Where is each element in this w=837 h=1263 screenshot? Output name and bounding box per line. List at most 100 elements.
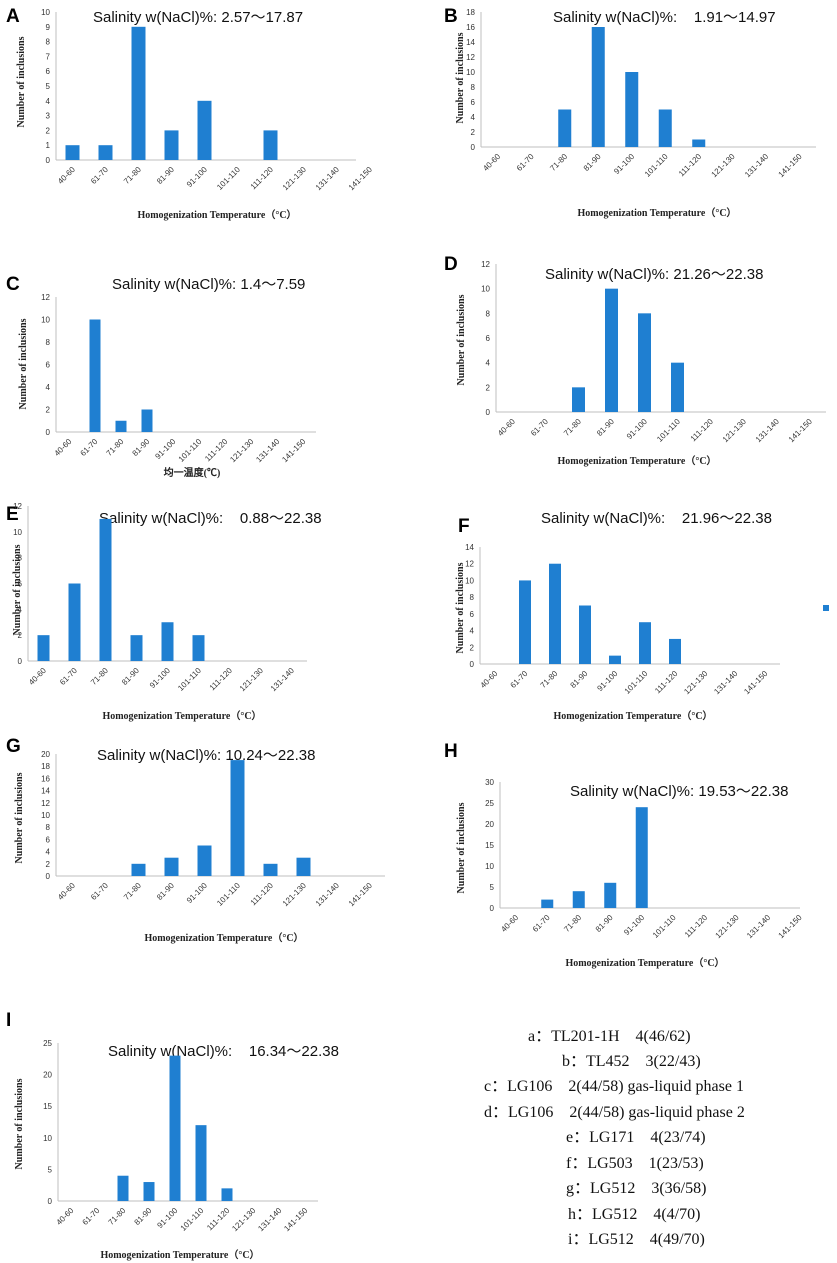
x-axis-title: Homogenization Temperature（°C） — [557, 454, 716, 467]
x-tick-label: 40-60 — [56, 881, 77, 902]
x-tick-label: 71-80 — [562, 417, 583, 438]
x-tick-label: 91-100 — [155, 1206, 179, 1230]
x-tick-label: 121-130 — [281, 881, 309, 909]
y-axis-title: Number of inclusions — [14, 1078, 25, 1169]
x-tick-label: 71-80 — [122, 165, 143, 186]
y-tick-label: 10 — [41, 811, 50, 820]
x-tick-label: 101-110 — [623, 669, 650, 696]
x-tick-label: 91-100 — [625, 417, 649, 441]
bar-111-120 — [669, 638, 681, 664]
x-tick-label: 40-60 — [499, 913, 520, 934]
bar-61-70 — [541, 899, 554, 908]
y-tick-label: 2 — [46, 406, 51, 415]
bar-91-100 — [161, 622, 174, 661]
x-tick-label: 40-60 — [55, 1206, 76, 1227]
x-tick-label: 101-110 — [655, 417, 682, 444]
y-tick-label: 6 — [486, 334, 491, 343]
bar-91-100 — [197, 100, 212, 160]
y-tick-label: 6 — [471, 98, 476, 107]
y-tick-label: 16 — [41, 774, 50, 783]
legend-line-b: b：TL452 3(22/43) — [562, 1053, 701, 1070]
y-tick-label: 20 — [485, 820, 494, 829]
x-tick-label: 101-110 — [643, 152, 670, 179]
bar-81-90 — [130, 635, 143, 661]
bar-81-90 — [143, 1182, 155, 1201]
y-tick-label: 2 — [18, 631, 23, 640]
y-tick-label: 10 — [481, 285, 490, 294]
chart-panel-f: F Salinity w(NaCl)%: 21.96～22.38 0 2 4 6 8 10 12… — [455, 510, 829, 722]
x-tick-label: 121-130 — [238, 666, 266, 694]
y-tick-label: 5 — [48, 1165, 53, 1174]
x-tick-label: 121-130 — [230, 1206, 258, 1234]
bar-71-80 — [572, 891, 585, 908]
y-axis-title: Number of inclusions — [16, 36, 27, 127]
x-tick-label: 111-120 — [249, 881, 276, 908]
bar-81-90 — [141, 409, 153, 432]
y-tick-label: 8 — [46, 338, 51, 347]
bar-91-100 — [638, 313, 651, 412]
x-tick-label: 141-150 — [347, 165, 375, 193]
x-tick-label: 81-90 — [595, 417, 616, 438]
y-axis-title: Number of inclusions — [456, 802, 467, 893]
x-axis-title: Homogenization Temperature（°C） — [144, 931, 303, 944]
y-tick-label: 0 — [48, 1197, 53, 1206]
bar-40-60 — [65, 145, 80, 160]
bar-91-100 — [609, 655, 621, 664]
y-axis-title: Number of inclusions — [456, 294, 467, 385]
x-tick-label: 131-140 — [254, 437, 282, 465]
bar-91-100 — [169, 1055, 181, 1201]
bar-101-110 — [658, 109, 672, 147]
y-tick-label: 0 — [46, 156, 51, 165]
y-tick-label: 15 — [485, 841, 494, 850]
x-tick-label: 61-70 — [89, 165, 110, 186]
y-tick-label: 8 — [471, 83, 476, 92]
x-tick-label: 71-80 — [122, 881, 143, 902]
x-tick-label: 81-90 — [155, 881, 176, 902]
bar-111-120 — [263, 863, 278, 876]
y-axis-title: Number of inclusions — [12, 544, 23, 635]
y-tick-label: 18 — [41, 762, 50, 771]
x-tick-label: 111-120 — [205, 1206, 232, 1233]
y-tick-label: 10 — [485, 862, 494, 871]
y-tick-label: 25 — [43, 1039, 52, 1048]
x-tick-label: 101-110 — [177, 437, 204, 464]
panel-letter: B — [444, 6, 458, 27]
bar-121-130 — [296, 857, 311, 876]
bar-71-80 — [117, 1175, 129, 1201]
chart-panel-e: E Salinity w(NaCl)%: 0.88～22.38 0 2 4 6 8 10 12 N… — [6, 502, 322, 722]
y-tick-label: 8 — [46, 823, 51, 832]
y-tick-label: 6 — [470, 610, 475, 619]
y-tick-label: 0 — [486, 408, 491, 417]
x-tick-label: 91-100 — [153, 437, 177, 461]
bar-101-110 — [671, 362, 684, 412]
x-tick-label: 101-110 — [179, 1206, 206, 1233]
x-tick-label: 61-70 — [531, 913, 552, 934]
x-tick-label: 61-70 — [89, 881, 110, 902]
chart-panel-d: D Salinity w(NaCl)%: 21.26～22.38 0 2 4 6 8 10 12… — [444, 254, 826, 467]
y-tick-label: 10 — [43, 1134, 52, 1143]
legend-line-g: g：LG512 3(36/58) — [566, 1180, 707, 1197]
legend-marker — [823, 605, 829, 611]
bar-81-90 — [164, 857, 179, 876]
x-tick-label: 40-60 — [496, 417, 517, 438]
y-tick-label: 1 — [46, 141, 51, 150]
x-tick-label: 111-120 — [249, 165, 276, 192]
chart-panel-g: G Salinity w(NaCl)%: 10.24～22.38 0 2 4 6 8 10 12… — [6, 736, 385, 944]
bar-61-70 — [519, 580, 531, 664]
x-tick-label: 121-130 — [710, 152, 738, 180]
x-tick-label: 121-130 — [721, 417, 749, 445]
bar-91-100 — [635, 807, 648, 908]
bar-111-120 — [221, 1188, 233, 1201]
y-tick-label: 18 — [466, 8, 475, 17]
y-tick-label: 2 — [471, 128, 476, 137]
x-tick-label: 61-70 — [529, 417, 550, 438]
y-tick-label: 12 — [41, 293, 50, 302]
y-tick-label: 20 — [43, 1071, 52, 1080]
x-tick-label: 91-100 — [595, 669, 619, 693]
bar-71-80 — [572, 387, 585, 412]
y-tick-label: 16 — [466, 23, 475, 32]
legend-line-i: i：LG512 4(49/70) — [568, 1231, 705, 1248]
x-tick-label: 141-150 — [777, 152, 805, 180]
y-tick-label: 6 — [46, 361, 51, 370]
